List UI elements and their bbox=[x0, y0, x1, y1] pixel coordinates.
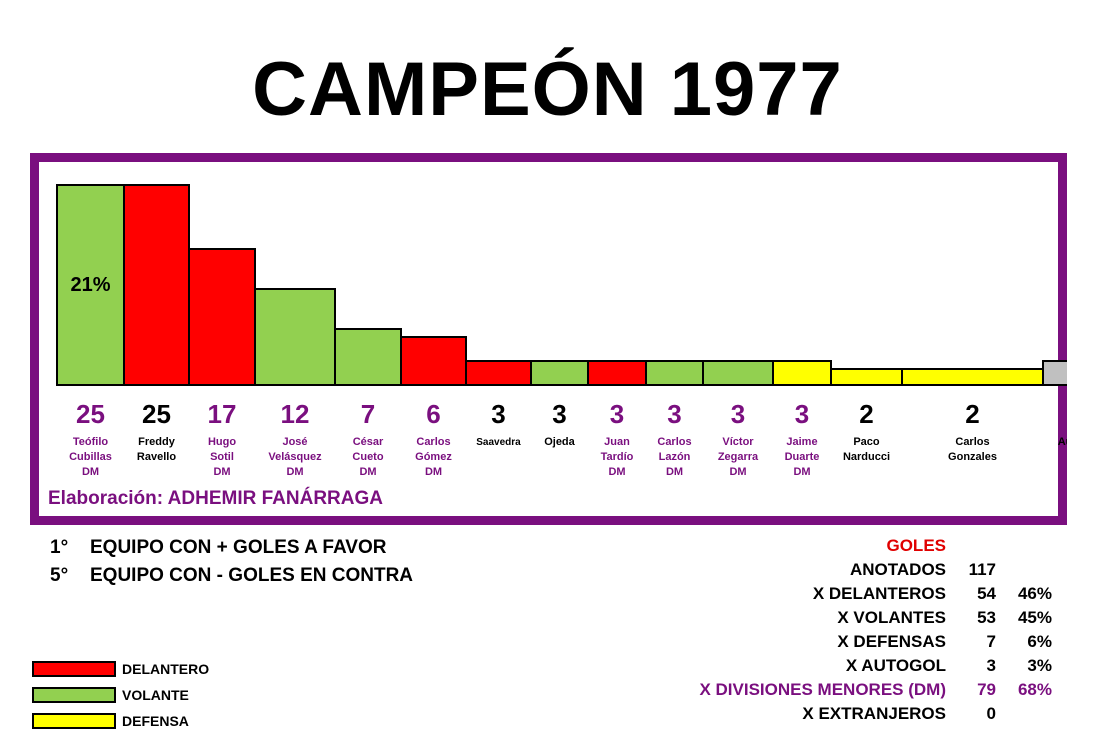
bar-value-label: 3 bbox=[795, 399, 809, 429]
legend-swatch-delantero bbox=[32, 661, 116, 677]
stat-row-divisiones-menores: X DIVISIONES MENORES (DM) 79 68% bbox=[560, 680, 1060, 704]
category-label: Teófilo Cubillas DM bbox=[69, 436, 112, 478]
stat-label: X DELANTEROS bbox=[812, 584, 946, 603]
bar-12 bbox=[772, 360, 832, 386]
stat-value: 7 bbox=[986, 632, 996, 651]
stat-percent: 6% bbox=[1027, 632, 1052, 651]
stat-label: X DEFENSAS bbox=[837, 632, 946, 651]
category-label: Autogol bbox=[1058, 436, 1067, 448]
category-label: Ojeda bbox=[544, 436, 575, 448]
stat-row-delanteros: X DELANTEROS 54 46% bbox=[560, 584, 1060, 608]
category-label: Víctor Zegarra DM bbox=[718, 436, 759, 478]
category-label: José Velásquez DM bbox=[268, 436, 322, 478]
stat-percent: 68% bbox=[1017, 680, 1052, 699]
stat-value: 54 bbox=[977, 584, 996, 603]
bar-8 bbox=[530, 360, 589, 386]
stat-row-defensas: X DEFENSAS 7 6% bbox=[560, 632, 1060, 656]
category-label: Carlos Gómez DM bbox=[415, 436, 452, 478]
bar-10 bbox=[645, 360, 704, 386]
bar-3 bbox=[188, 248, 256, 386]
bar-7 bbox=[465, 360, 532, 386]
bar-value-label: 6 bbox=[426, 399, 440, 429]
bar-5 bbox=[334, 328, 402, 386]
stat-label: X VOLANTES bbox=[837, 608, 946, 627]
category-label: Juan Tardío DM bbox=[601, 436, 634, 478]
bar-4 bbox=[254, 288, 336, 386]
stat-label: X AUTOGOL bbox=[845, 656, 946, 675]
stats-title: GOLES bbox=[886, 536, 946, 555]
bar-value-label: 3 bbox=[731, 399, 745, 429]
bar-value-label: 3 bbox=[491, 399, 505, 429]
legend-swatch-defensa bbox=[32, 713, 116, 729]
bar-13 bbox=[830, 368, 903, 386]
category-label: Saavedra bbox=[476, 437, 521, 448]
fact-text: EQUIPO CON + GOLES A FAVOR bbox=[90, 537, 387, 558]
bar-6 bbox=[400, 336, 467, 386]
fact-rank: 1° bbox=[50, 537, 69, 558]
legend-label: DELANTERO bbox=[122, 661, 210, 677]
bar-value-label: 25 bbox=[142, 399, 171, 429]
category-label: César Cueto DM bbox=[352, 436, 384, 478]
stats-title-row: GOLES bbox=[560, 536, 1060, 560]
bar-value-label: 3 bbox=[552, 399, 566, 429]
stat-row-volantes: X VOLANTES 53 45% bbox=[560, 608, 1060, 632]
bar-value-label: 2 bbox=[859, 399, 873, 429]
category-label: Freddy Ravello bbox=[137, 436, 176, 463]
fact-row-2: 5° EQUIPO CON - GOLES EN CONTRA bbox=[50, 565, 413, 587]
bar-value-label: 25 bbox=[76, 399, 105, 429]
stat-value: 79 bbox=[977, 680, 996, 699]
stat-label: ANOTADOS bbox=[849, 560, 946, 579]
bar-value-label: 3 bbox=[667, 399, 681, 429]
fact-rank: 5° bbox=[50, 565, 69, 586]
bar-value-label: 12 bbox=[281, 399, 310, 429]
bar-annotation: 21% bbox=[70, 274, 110, 296]
stat-value: 3 bbox=[986, 656, 996, 675]
legend-label: DEFENSA bbox=[122, 713, 189, 729]
bar-2 bbox=[123, 184, 190, 386]
category-label: Hugo Sotil DM bbox=[208, 436, 236, 478]
bar-1 bbox=[56, 184, 125, 386]
bar-value-label: 3 bbox=[610, 399, 624, 429]
stat-percent: 45% bbox=[1017, 608, 1052, 627]
stat-row-anotados: ANOTADOS 117 bbox=[560, 560, 1060, 584]
bar-value-label: 7 bbox=[361, 399, 375, 429]
stat-label: X EXTRANJEROS bbox=[802, 704, 946, 723]
chart-credit: Elaboración: ADHEMIR FANÁRRAGA bbox=[48, 488, 383, 509]
category-label: Carlos Lazón DM bbox=[657, 436, 691, 478]
bar-11 bbox=[702, 360, 774, 386]
stat-row-autogol: X AUTOGOL 3 3% bbox=[560, 656, 1060, 680]
stat-label: X DIVISIONES MENORES (DM) bbox=[699, 680, 946, 699]
stat-percent: 46% bbox=[1017, 584, 1052, 603]
category-label: Paco Narducci bbox=[843, 436, 890, 463]
bar-value-label: 17 bbox=[208, 399, 237, 429]
stat-row-extranjeros: X EXTRANJEROS 0 bbox=[560, 704, 1060, 728]
legend-label: VOLANTE bbox=[122, 687, 189, 703]
fact-row-1: 1° EQUIPO CON + GOLES A FAVOR bbox=[50, 537, 386, 559]
category-label: Carlos Gonzales bbox=[948, 436, 997, 463]
category-label: Jaime Duarte DM bbox=[785, 436, 820, 478]
fact-text: EQUIPO CON - GOLES EN CONTRA bbox=[90, 565, 414, 586]
stat-value: 0 bbox=[986, 704, 996, 723]
bar-9 bbox=[587, 360, 647, 386]
legend-swatch-volante bbox=[32, 687, 116, 703]
bar-chart: 25 Teófilo Cubillas DM 25 Freddy Ravello 17 Hugo… bbox=[56, 184, 1067, 478]
stat-value: 53 bbox=[977, 608, 996, 627]
page-title: CAMPEÓN 1977 bbox=[252, 47, 843, 132]
stat-percent: 3% bbox=[1027, 656, 1052, 675]
bar-15 bbox=[1042, 360, 1067, 386]
bar-value-label: 2 bbox=[965, 399, 979, 429]
bar-14 bbox=[901, 368, 1044, 386]
stat-value: 117 bbox=[968, 560, 996, 579]
